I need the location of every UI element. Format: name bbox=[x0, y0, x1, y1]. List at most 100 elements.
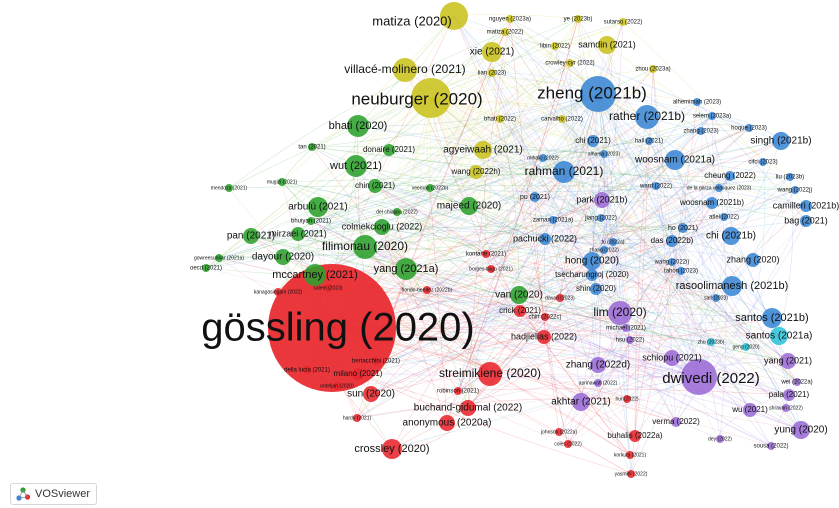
node-bubble-zhang-2020[interactable] bbox=[746, 253, 760, 267]
node-bubble-cifci-2023[interactable] bbox=[759, 158, 767, 166]
node-label-ho-2021[interactable]: ho (2021) bbox=[668, 225, 698, 232]
node-bubble-verma-2022[interactable] bbox=[671, 417, 681, 427]
node-bubble-bhati-2022[interactable] bbox=[496, 115, 504, 123]
node-label-hur-2022[interactable]: hur (2022) bbox=[615, 396, 638, 402]
node-bubble-woosnam-2021b[interactable] bbox=[706, 197, 718, 209]
node-bubble-villace-molinero-2021[interactable] bbox=[393, 58, 417, 82]
node-bubble-mirzaei-2021[interactable] bbox=[291, 227, 305, 241]
node-bubble-park-2021b[interactable] bbox=[594, 192, 610, 208]
node-bubble-zhang-2023[interactable] bbox=[697, 127, 705, 135]
node-bubble-atlei-2022[interactable] bbox=[720, 213, 728, 221]
node-bubble-hadjielias-2022[interactable] bbox=[537, 330, 551, 344]
node-label-chi-2021[interactable]: chi (2021) bbox=[575, 136, 611, 145]
node-bubble-yang-2021[interactable] bbox=[780, 353, 796, 369]
node-bubble-majeed-2020[interactable] bbox=[460, 197, 478, 215]
node-label-wang-2022h[interactable]: wang (2022h) bbox=[451, 167, 501, 176]
node-label-donaire-2021[interactable]: donaire (2021) bbox=[363, 145, 415, 154]
node-label-chin-2021[interactable]: chin (2021) bbox=[355, 181, 395, 190]
node-label-selem-2023a[interactable]: selem (2023a) bbox=[693, 114, 731, 120]
node-bubble-santos-2021b[interactable] bbox=[762, 308, 782, 328]
node-label-zaman-2021a[interactable]: zaman (2021a) bbox=[533, 218, 573, 224]
node-bubble-chi-2021[interactable] bbox=[587, 135, 599, 147]
node-bubble-schiopu-2021[interactable] bbox=[664, 350, 680, 366]
node-bubble-dwivedi-2022[interactable] bbox=[681, 359, 717, 395]
node-label-ordeljan-2020[interactable]: ordeljan (2020) bbox=[320, 383, 354, 389]
node-bubble-oecd-2021[interactable] bbox=[202, 264, 210, 272]
node-bubble-michael-2021[interactable] bbox=[622, 324, 630, 332]
node-bubble-kontarie-2021[interactable] bbox=[482, 250, 490, 258]
node-bubble-ye-2023b[interactable] bbox=[574, 15, 582, 23]
node-bubble-borges-tiago-2021[interactable] bbox=[487, 265, 495, 273]
node-bubble-zhang-2022[interactable] bbox=[600, 246, 608, 254]
node-label-korkuta-2021[interactable]: korkuta (2021) bbox=[614, 452, 647, 458]
node-bubble-buchand-gidumal-2022[interactable] bbox=[460, 400, 476, 416]
node-bubble-hoque-2023[interactable] bbox=[745, 124, 753, 132]
node-bubble-nguyen-2023a[interactable] bbox=[506, 15, 514, 23]
node-label-streimikiene-2020[interactable]: streimikiene (2020) bbox=[439, 366, 541, 380]
node-label-davari-2023[interactable]: davari (2023) bbox=[545, 295, 575, 301]
node-label-singh-2021b[interactable]: singh (2021b) bbox=[750, 136, 811, 147]
node-label-gossling-2020[interactable]: gössling (2020) bbox=[201, 306, 475, 350]
node-label-yang-2021a[interactable]: yang (2021a) bbox=[374, 263, 439, 275]
node-label-hall-2021[interactable]: hall (2021) bbox=[635, 139, 663, 145]
node-label-woosnam-2021a[interactable]: woosnam (2021a) bbox=[634, 155, 715, 166]
node-label-xie-2021[interactable]: xie (2021) bbox=[470, 47, 514, 58]
node-bubble-florido-benitez-2022b[interactable] bbox=[423, 286, 431, 294]
node-label-van-2020[interactable]: van (2020) bbox=[495, 290, 543, 301]
node-bubble-hsu-2022[interactable] bbox=[626, 336, 634, 344]
node-bubble-sousa-2022[interactable] bbox=[767, 442, 775, 450]
node-label-yung-2020[interactable]: yung (2020) bbox=[774, 425, 827, 436]
node-label-santos-2021b[interactable]: santos (2021b) bbox=[735, 312, 808, 324]
node-label-shin-2020[interactable]: shin (2020) bbox=[576, 284, 616, 293]
node-bubble-donaire-2021[interactable] bbox=[383, 144, 395, 156]
node-label-verma-2022[interactable]: verma (2022) bbox=[652, 417, 700, 426]
node-bubble-matiza-2020[interactable] bbox=[440, 2, 468, 30]
node-bubble-de-la-garza-velasquez-2023[interactable] bbox=[715, 184, 723, 192]
node-bubble-zaman-2021a[interactable] bbox=[549, 216, 557, 224]
node-bubble-jiang-2022[interactable] bbox=[597, 214, 605, 222]
node-bubble-hardy-2021[interactable] bbox=[353, 414, 361, 422]
node-label-sarl-2023[interactable]: sarl (2023) bbox=[704, 295, 728, 301]
node-label-ward-2022[interactable]: ward (2022) bbox=[639, 184, 672, 190]
node-label-dey-2022[interactable]: dey (2022) bbox=[708, 436, 732, 442]
node-bubble-anonymous-2020a[interactable] bbox=[439, 415, 455, 431]
node-label-zhou-2023a[interactable]: zhou (2023a) bbox=[635, 67, 670, 73]
node-bubble-bhuiyan-2021[interactable] bbox=[307, 217, 315, 225]
node-label-crick-2021[interactable]: crick (2021) bbox=[499, 306, 541, 315]
node-bubble-libin-2022[interactable] bbox=[551, 42, 559, 50]
node-bubble-tahon-2023[interactable] bbox=[677, 267, 685, 275]
node-bubble-wang-2022h[interactable] bbox=[469, 165, 483, 179]
node-bubble-chin-2022c[interactable] bbox=[541, 313, 549, 321]
node-bubble-zhu-2023b[interactable] bbox=[707, 338, 715, 346]
node-bubble-filimonau-2020[interactable] bbox=[353, 235, 377, 259]
node-bubble-johnson-2022a[interactable] bbox=[555, 428, 563, 436]
node-bubble-ordeljan-2020[interactable] bbox=[333, 382, 341, 390]
node-bubble-buhalis-2022a[interactable] bbox=[629, 430, 641, 442]
node-label-hsu-2022[interactable]: hsu (2022) bbox=[616, 338, 645, 344]
node-bubble-yung-2020[interactable] bbox=[792, 421, 810, 439]
node-label-rasoolimanesh-2021b[interactable]: rasoolimanesh (2021b) bbox=[676, 280, 789, 292]
node-bubble-wang-2022j[interactable] bbox=[791, 186, 799, 194]
node-bubble-hong-2020[interactable] bbox=[583, 252, 601, 270]
node-bubble-chi-2021b[interactable] bbox=[722, 227, 740, 245]
node-label-anonymous-2020a[interactable]: anonymous (2020a) bbox=[403, 418, 492, 429]
node-label-coles-2022[interactable]: coles (2022) bbox=[554, 441, 582, 447]
node-label-michael-2021[interactable]: michael (2021) bbox=[606, 326, 646, 332]
node-label-pachucki-2022[interactable]: pachucki (2022) bbox=[513, 233, 577, 243]
node-label-hardy-2021[interactable]: hardy (2021) bbox=[343, 415, 372, 421]
node-bubble-crick-2021[interactable] bbox=[514, 305, 526, 317]
node-label-borges-tiago-2021[interactable]: borges-tiago (2021) bbox=[469, 266, 513, 272]
node-label-yasmini-2022[interactable]: yasmini (2022) bbox=[615, 471, 648, 477]
node-bubble-yasmini-2022[interactable] bbox=[627, 470, 635, 478]
node-bubble-bag-2021[interactable] bbox=[800, 215, 812, 227]
node-label-neuburger-2020[interactable]: neuburger (2020) bbox=[351, 89, 482, 108]
node-label-tahon-2023[interactable]: tahon (2023) bbox=[664, 269, 698, 275]
node-label-villace-molinero-2021[interactable]: villacé-molinero (2021) bbox=[344, 62, 465, 76]
node-label-schiopu-2021[interactable]: schiopu (2021) bbox=[642, 352, 702, 362]
node-bubble-gossling-2020[interactable] bbox=[268, 264, 396, 392]
node-label-yang-2021[interactable]: yang (2021) bbox=[764, 355, 812, 365]
node-bubble-robinson-2021[interactable] bbox=[454, 387, 462, 395]
node-label-bhuiyan-2021[interactable]: bhuiyan (2021) bbox=[291, 219, 331, 225]
node-bubble-shin-2020[interactable] bbox=[590, 283, 602, 295]
